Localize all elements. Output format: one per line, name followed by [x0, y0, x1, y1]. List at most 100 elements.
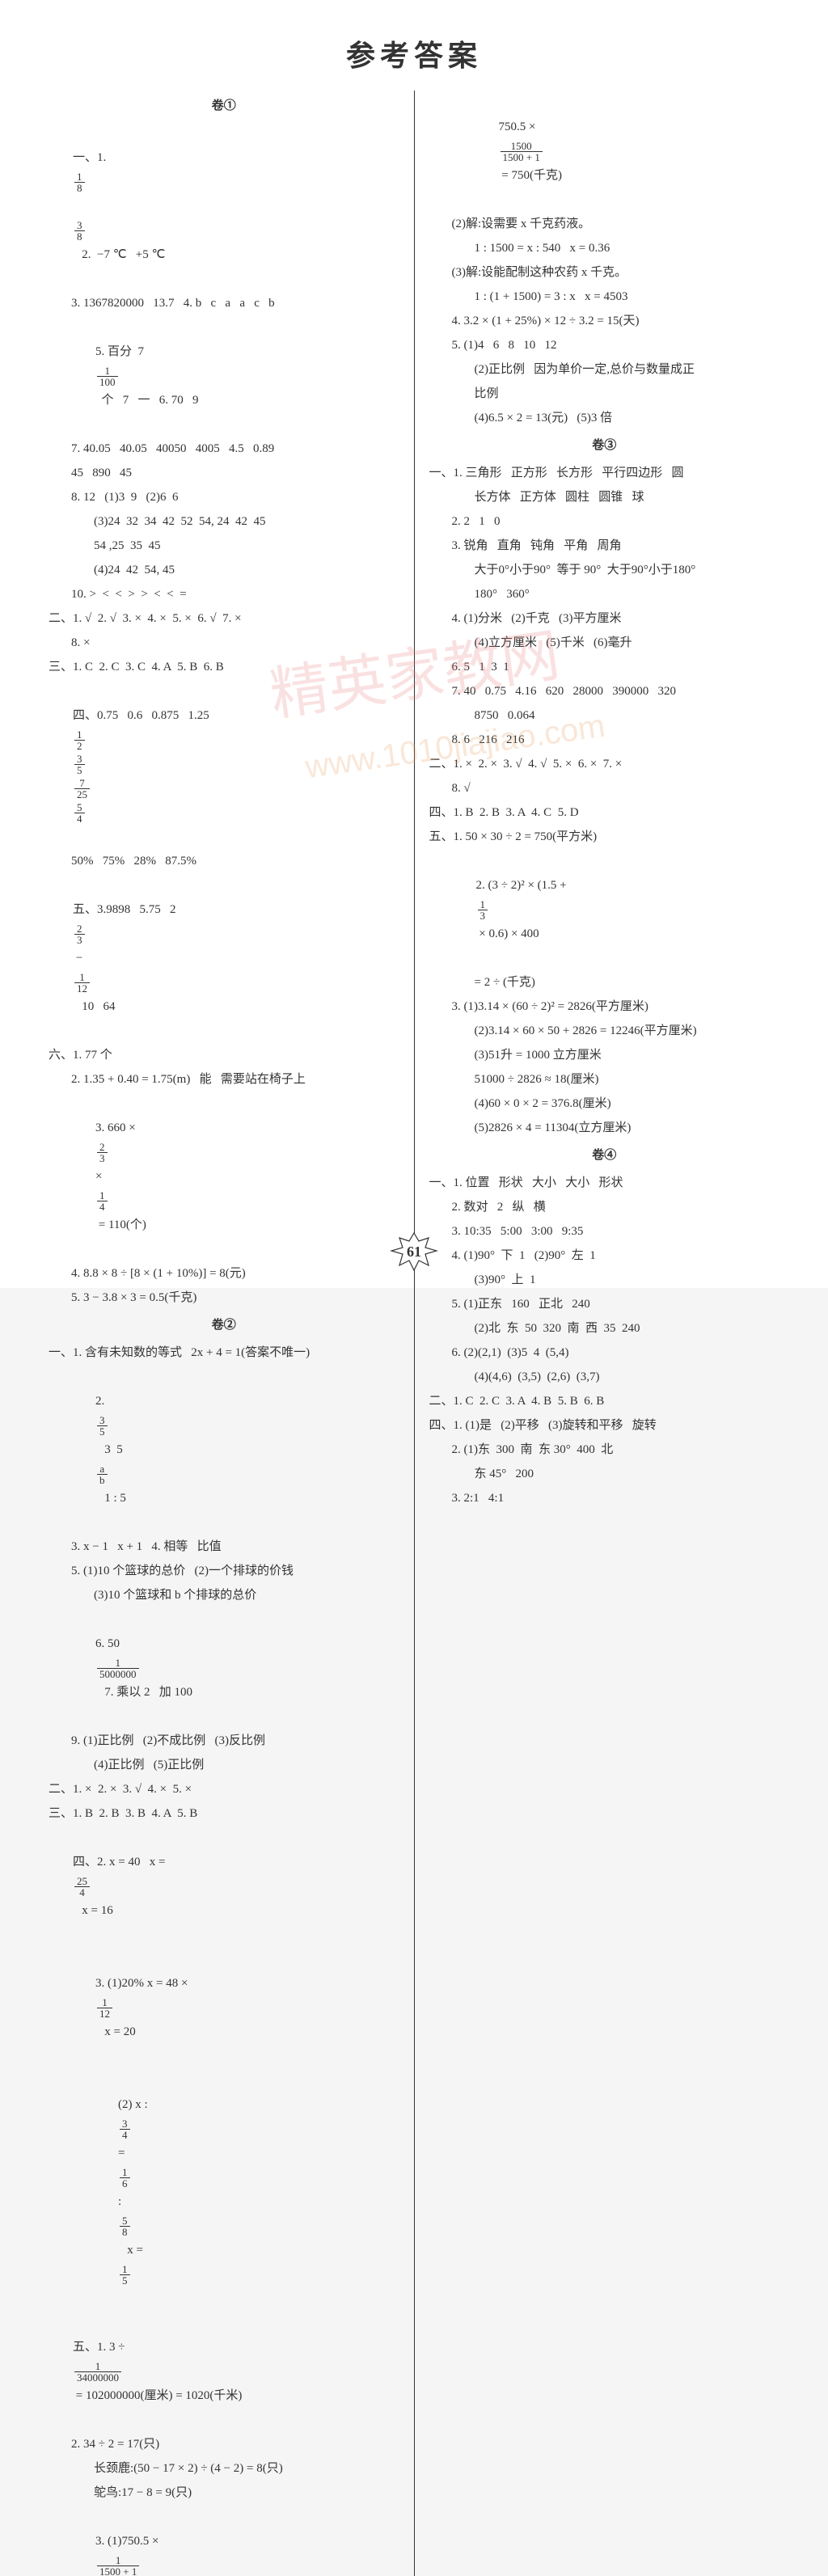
answer-line: (2)解:设需要 x 千克药液。 [429, 212, 780, 236]
answer-line: 3. 2:1 4:1 [429, 1486, 780, 1510]
page-title: 参考答案 [40, 32, 788, 74]
answer-line: (3)90° 上 1 [429, 1268, 780, 1292]
answer-line: 6. (2)(2,1) (3)5 4 (5,4) [429, 1341, 780, 1365]
fraction: 15 [120, 2264, 130, 2286]
section-head-1: 卷① [49, 94, 399, 118]
answer-line: 二、1. √ 2. √ 3. × 4. × 5. × 6. √ 7. × [49, 606, 399, 631]
text: = 110(个) [95, 1218, 146, 1231]
answer-line: 大于0°小于90° 等于 90° 大于90°小于180° [429, 558, 780, 582]
fraction: ab [97, 1463, 108, 1485]
answer-line: 45 890 45 [49, 461, 399, 485]
answer-line: 8. 6 216 216 [429, 728, 780, 752]
answer-line: 一、1. 18 38 2. −7 ℃ +5 ℃ [49, 121, 399, 291]
answer-line: (2)3.14 × 60 × 50 + 2826 = 12246(平方厘米) [429, 1019, 780, 1043]
answer-line: 10. > < < > > < < = [49, 582, 399, 606]
answer-line: (2)正比例 因为单价一定,总价与数量成正 [429, 357, 780, 382]
answer-line: 五、3.9898 5.75 2 23 − 112 10 64 [49, 873, 399, 1043]
answer-line: 3. x − 1 x + 1 4. 相等 比值 [49, 1535, 399, 1559]
answer-line: 2. 35 3 5 ab 1 : 5 [49, 1365, 399, 1535]
answer-line: 1 : 1500 = x : 540 x = 0.36 [429, 236, 780, 260]
fraction: 16 [120, 2167, 130, 2189]
answer-line: 一、1. 位置 形状 大小 大小 形状 [429, 1171, 780, 1195]
answer-line: 5. (1)正东 160 正北 240 [429, 1292, 780, 1316]
answer-line: 东 45° 200 [429, 1462, 780, 1486]
fraction: 23 [97, 1142, 108, 1163]
answer-line: 6. 5 1 3 1 [429, 655, 780, 679]
fraction: 54 [74, 802, 85, 824]
text: 3. (1)20% x = 48 × [95, 1977, 191, 1990]
answer-line: 五、1. 3 ÷ 134000000 = 102000000(厘米) = 102… [49, 2311, 399, 2432]
fraction: 35 [74, 754, 85, 775]
left-column: 卷① 一、1. 18 38 2. −7 ℃ +5 ℃ 3. 1367820000… [40, 91, 415, 2576]
answer-line: 2. (1)东 300 南 东 30° 400 北 [429, 1438, 780, 1462]
answer-line: (4)60 × 0 × 2 = 376.8(厘米) [429, 1092, 780, 1116]
fraction: 12 [74, 729, 85, 751]
answer-line: 三、1. C 2. C 3. C 4. A 5. B 6. B [49, 655, 399, 679]
answer-line: 4. (1)90° 下 1 (2)90° 左 1 [429, 1244, 780, 1268]
fraction: 15000000 [97, 1658, 139, 1679]
answer-line: 四、1. (1)是 (2)平移 (3)旋转和平移 旋转 [429, 1413, 780, 1438]
fraction: 15001500 + 1 [501, 141, 543, 163]
answer-line: (5)2826 × 4 = 11304(立方厘米) [429, 1116, 780, 1140]
page-number: 61 [407, 1244, 421, 1260]
fraction: 14 [97, 1190, 108, 1212]
answer-line: 一、1. 三角形 正方形 长方形 平行四边形 圆 [429, 461, 780, 485]
text: 五、1. 3 ÷ [73, 2341, 128, 2354]
fraction: 254 [74, 1876, 90, 1898]
fraction: 18 [74, 171, 85, 193]
answer-line: 2. 数对 2 纵 横 [429, 1195, 780, 1219]
answer-line: 四、0.75 0.6 0.875 1.25 12 35 725 54 [49, 679, 399, 849]
answer-line: 5. 3 − 3.8 × 3 = 0.5(千克) [49, 1286, 399, 1310]
fraction: 134000000 [74, 2361, 121, 2383]
answer-key-page: 参考答案 精英家教网 www.1010jiajiao.com 卷① 一、1. 1… [0, 0, 828, 1288]
text: 3 5 [95, 1443, 132, 1456]
answer-line: 8. √ [429, 776, 780, 800]
answer-line: 180° 360° [429, 582, 780, 606]
text: 3. (1)750.5 × [95, 2535, 162, 2548]
answer-line: (4)24 42 54, 45 [49, 558, 399, 582]
answer-line: 4. (1)分米 (2)千克 (3)平方厘米 [429, 606, 780, 631]
text: 个 7 一 6. 70 9 [95, 394, 199, 407]
answer-line: 4. 3.2 × (1 + 25%) × 12 ÷ 3.2 = 15(天) [429, 309, 780, 333]
answer-line: (2) x : 34 = 16 : 58 x = 15 [49, 2068, 399, 2311]
answer-line: 四、1. B 2. B 3. A 4. C 5. D [429, 800, 780, 825]
answer-line: 2. 34 ÷ 2 = 17(只) [49, 2432, 399, 2456]
text: 10 64 [73, 1000, 116, 1013]
text: 四、0.75 0.6 0.875 1.25 [73, 709, 218, 722]
answer-line: 9. (1)正比例 (2)不成比例 (3)反比例 [49, 1729, 399, 1753]
fraction: 112 [97, 1997, 112, 2019]
answer-line: 50% 75% 28% 87.5% [49, 849, 399, 873]
answer-line: 8. 12 (1)3 9 (2)6 6 [49, 485, 399, 509]
answer-line: 5. (1)4 6 8 10 12 [429, 333, 780, 357]
section-head-3: 卷③ [429, 433, 780, 458]
fraction: 38 [74, 220, 85, 242]
text: x = [118, 2244, 146, 2257]
fraction: 725 [74, 778, 90, 800]
text: = 750(千克) [499, 169, 562, 182]
text: 6. 50 [95, 1637, 129, 1650]
answer-line: 2. 2 1 0 [429, 509, 780, 534]
answer-line: 51000 ÷ 2826 ≈ 18(厘米) [429, 1067, 780, 1092]
text: 1 : 5 [95, 1492, 126, 1505]
answer-line: 3. 锐角 直角 钝角 平角 周角 [429, 534, 780, 558]
fraction: 11500 + 1 [97, 2555, 139, 2576]
section-head-4: 卷④ [429, 1143, 780, 1168]
answer-line: 长方体 正方体 圆柱 圆锥 球 [429, 485, 780, 509]
answer-line: 4. 8.8 × 8 ÷ [8 × (1 + 10%)] = 8(元) [49, 1261, 399, 1286]
answer-line: 5. (1)10 个篮球的总价 (2)一个排球的价钱 [49, 1559, 399, 1583]
answer-line: (4)立方厘米 (5)千米 (6)毫升 [429, 631, 780, 655]
answer-line: 四、2. x = 40 x = 254 x = 16 [49, 1826, 399, 1947]
text: x = 20 [95, 2025, 136, 2038]
text: 750.5 × [499, 120, 539, 133]
answer-line: 8750 0.064 [429, 703, 780, 728]
answer-line: 7. 40.05 40.05 40050 4005 4.5 0.89 [49, 437, 399, 461]
fraction: 1100 [97, 365, 118, 387]
text: 2. (3 ÷ 2)² × (1.5 + [476, 879, 570, 892]
text: 3. 660 × [95, 1121, 138, 1134]
answer-line: 3. 10:35 5:00 3:00 9:35 [429, 1219, 780, 1244]
answer-line: (2)北 东 50 320 南 西 35 240 [429, 1316, 780, 1341]
fraction: 13 [478, 899, 488, 921]
answer-line: 鸵鸟:17 − 8 = 9(只) [49, 2481, 399, 2505]
answer-line: 六、1. 77 个 [49, 1043, 399, 1067]
answer-line: 3. (1)20% x = 48 × 112 x = 20 [49, 1947, 399, 2068]
